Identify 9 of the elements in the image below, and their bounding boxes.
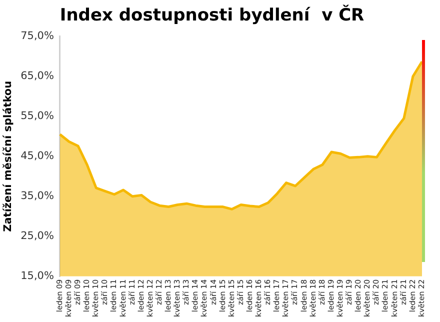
y-tick-label: 15,0% (20, 270, 54, 282)
y-axis-title: Zatížení měsíční splátkou (2, 80, 14, 232)
chart-title: Index dostupnosti bydlení v ČR (60, 4, 364, 26)
y-tick-label: 45,0% (20, 150, 54, 162)
y-tick-label: 75,0% (20, 30, 54, 42)
y-tick-label: 55,0% (20, 110, 54, 122)
y-tick-label: 65,0% (20, 70, 54, 82)
y-tick-label: 25,0% (20, 230, 54, 242)
y-tick-label: 35,0% (20, 190, 54, 202)
